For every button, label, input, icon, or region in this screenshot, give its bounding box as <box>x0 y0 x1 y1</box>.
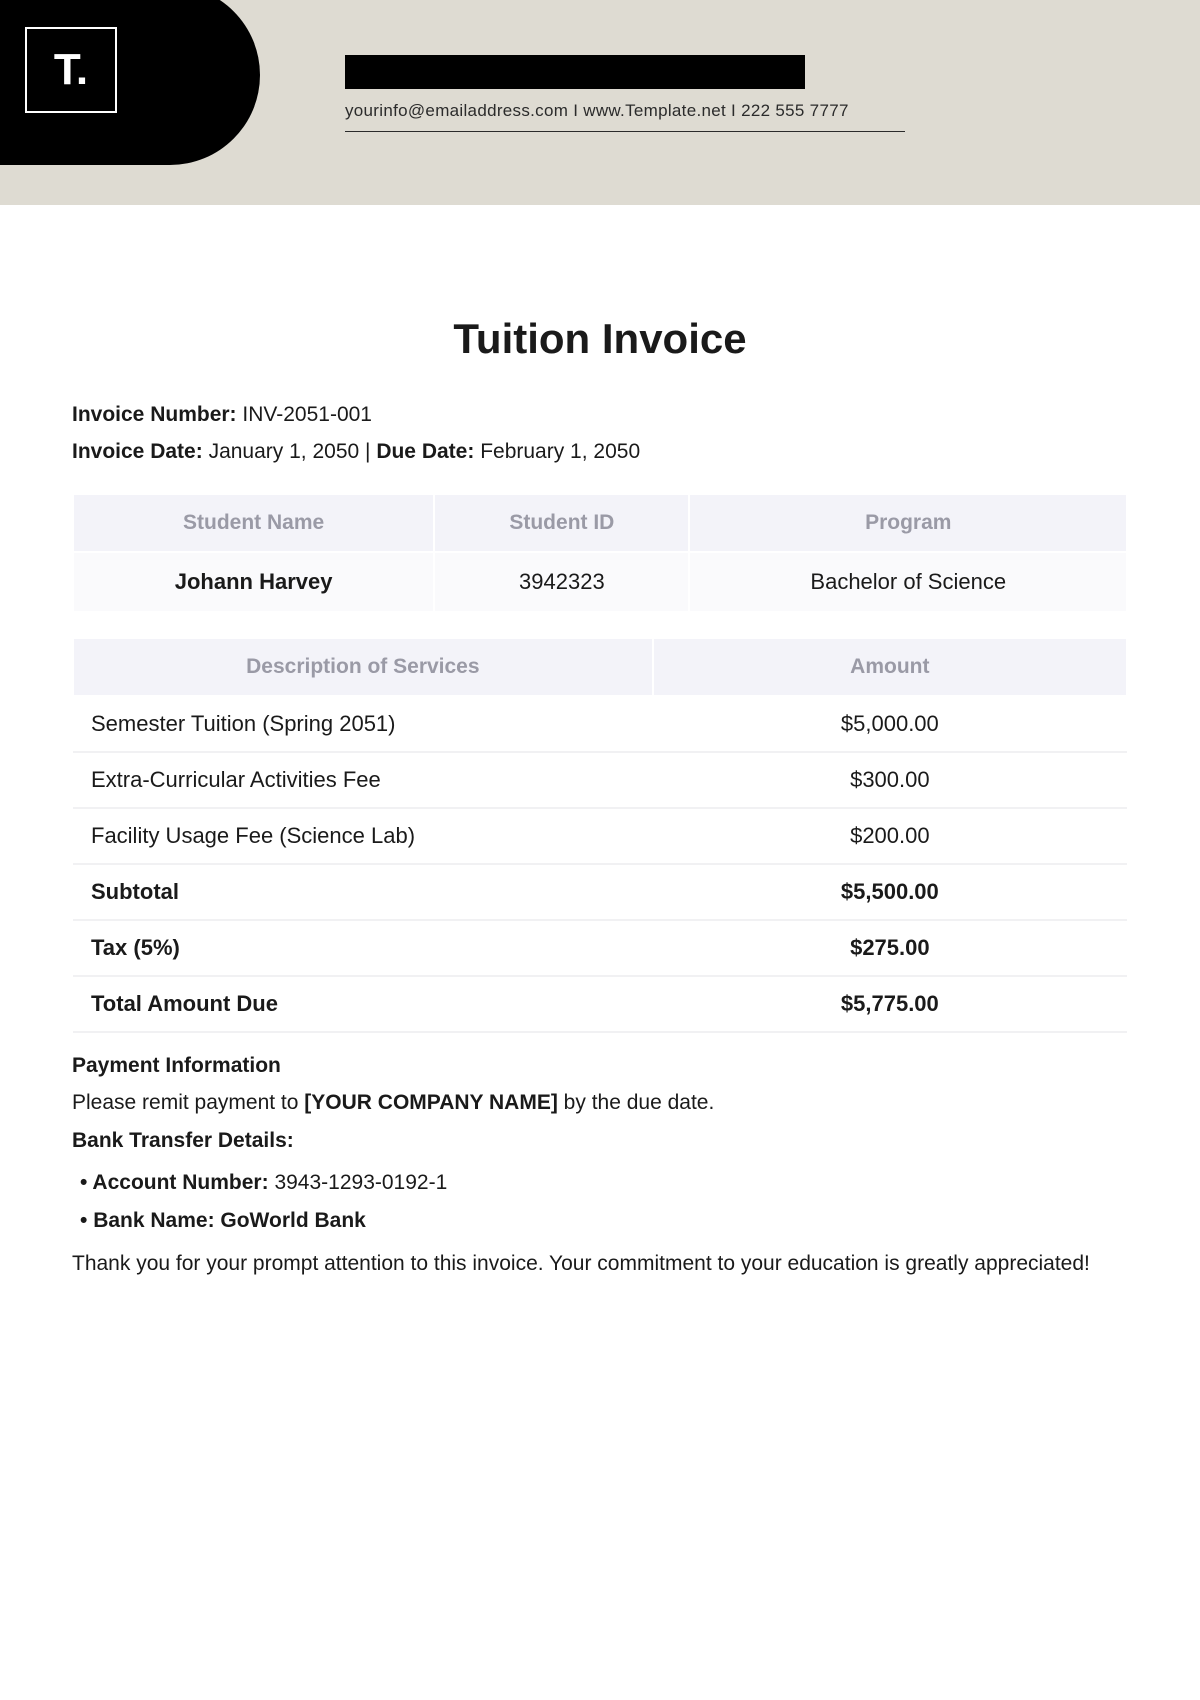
bank-heading: Bank Transfer Details: <box>72 1122 1128 1160</box>
table-row: Facility Usage Fee (Science Lab)$200.00 <box>73 808 1127 864</box>
due-date: February 1, 2050 <box>480 440 640 463</box>
service-desc: Subtotal <box>73 864 653 920</box>
bank-name: Bank Name: GoWorld Bank <box>93 1209 366 1232</box>
remit-line: Please remit payment to [YOUR COMPANY NA… <box>72 1084 1128 1122</box>
service-desc: Semester Tuition (Spring 2051) <box>73 696 653 752</box>
contact-site: www.Template.net <box>583 101 726 120</box>
table-row: Johann Harvey 3942323 Bachelor of Scienc… <box>73 552 1127 612</box>
meta-sep: | <box>365 440 376 463</box>
account-value: 3943-1293-0192-1 <box>274 1171 447 1194</box>
logo-text: T. <box>54 45 88 95</box>
table-row: Extra-Curricular Activities Fee$300.00 <box>73 752 1127 808</box>
header-black-bar <box>345 55 805 89</box>
table-header-row: Student Name Student ID Program <box>73 494 1127 552</box>
invoice-meta: Invoice Number: INV-2051-001 Invoice Dat… <box>72 397 1128 471</box>
logo-shape: T. <box>0 0 260 165</box>
invoice-number: INV-2051-001 <box>242 403 372 426</box>
col-amount: Amount <box>653 638 1127 696</box>
list-item: Bank Name: GoWorld Bank <box>80 1202 1128 1240</box>
remit-prefix: Please remit payment to <box>72 1091 304 1114</box>
account-label: Account Number: <box>92 1171 268 1194</box>
service-desc: Facility Usage Fee (Science Lab) <box>73 808 653 864</box>
service-amount: $200.00 <box>653 808 1127 864</box>
thanks-text: Thank you for your prompt attention to t… <box>72 1245 1128 1284</box>
logo-box: T. <box>25 27 117 113</box>
list-item: Account Number: 3943-1293-0192-1 <box>80 1164 1128 1202</box>
header-info: yourinfo@emailaddress.com I www.Template… <box>345 55 945 132</box>
page-title: Tuition Invoice <box>72 315 1128 363</box>
student-table: Student Name Student ID Program Johann H… <box>72 493 1128 613</box>
bank-details-list: Account Number: 3943-1293-0192-1 Bank Na… <box>72 1164 1128 1240</box>
service-amount: $300.00 <box>653 752 1127 808</box>
invoice-date-label: Invoice Date: <box>72 440 203 463</box>
invoice-number-label: Invoice Number: <box>72 403 237 426</box>
document-body: Tuition Invoice Invoice Number: INV-2051… <box>0 205 1200 1284</box>
header-band: T. yourinfo@emailaddress.com I www.Templ… <box>0 0 1200 205</box>
remit-company: [YOUR COMPANY NAME] <box>304 1091 558 1114</box>
service-amount: $5,775.00 <box>653 976 1127 1032</box>
table-row: Total Amount Due$5,775.00 <box>73 976 1127 1032</box>
service-desc: Extra-Curricular Activities Fee <box>73 752 653 808</box>
contact-phone: 222 555 7777 <box>741 101 849 120</box>
col-student-id: Student ID <box>434 494 689 552</box>
col-student-name: Student Name <box>73 494 434 552</box>
contact-sep-2: I <box>726 101 741 120</box>
service-amount: $5,500.00 <box>653 864 1127 920</box>
service-desc: Tax (5%) <box>73 920 653 976</box>
service-amount: $275.00 <box>653 920 1127 976</box>
invoice-date: January 1, 2050 <box>209 440 360 463</box>
contact-email: yourinfo@emailaddress.com <box>345 101 568 120</box>
student-id: 3942323 <box>434 552 689 612</box>
payment-heading: Payment Information <box>72 1047 1128 1085</box>
service-amount: $5,000.00 <box>653 696 1127 752</box>
col-description: Description of Services <box>73 638 653 696</box>
table-row: Semester Tuition (Spring 2051)$5,000.00 <box>73 696 1127 752</box>
service-desc: Total Amount Due <box>73 976 653 1032</box>
table-row: Subtotal$5,500.00 <box>73 864 1127 920</box>
table-row: Tax (5%)$275.00 <box>73 920 1127 976</box>
col-program: Program <box>689 494 1127 552</box>
student-program: Bachelor of Science <box>689 552 1127 612</box>
student-name: Johann Harvey <box>73 552 434 612</box>
due-date-label: Due Date: <box>376 440 474 463</box>
services-table: Description of Services Amount Semester … <box>72 637 1128 1033</box>
payment-section: Payment Information Please remit payment… <box>72 1047 1128 1240</box>
remit-suffix: by the due date. <box>558 1091 714 1114</box>
contact-line: yourinfo@emailaddress.com I www.Template… <box>345 101 905 132</box>
table-header-row: Description of Services Amount <box>73 638 1127 696</box>
contact-sep-1: I <box>568 101 583 120</box>
